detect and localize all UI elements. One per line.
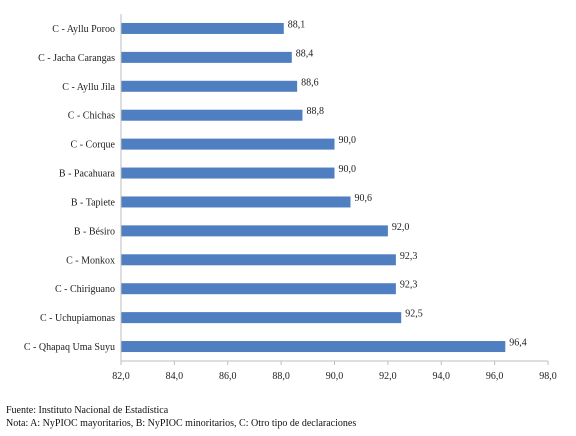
x-tick-label: 96,0 [486, 371, 504, 382]
x-tick-label: 98,0 [539, 371, 557, 382]
category-label: B - Tapiete [71, 197, 116, 208]
value-label: 90,0 [339, 164, 357, 175]
bar [121, 138, 335, 150]
x-tick-label: 86,0 [219, 371, 237, 382]
category-label: C - Jacha Carangas [38, 53, 115, 64]
value-label: 90,0 [339, 135, 357, 146]
bar-group [121, 22, 506, 353]
category-label: C - Uchupiamonas [40, 313, 115, 324]
x-tick-label: 88,0 [272, 371, 290, 382]
category-label: C - Qhapaq Uma Suyu [24, 342, 115, 353]
bar [121, 341, 506, 353]
value-label: 92,3 [400, 280, 418, 291]
category-label: C - Monkox [66, 255, 115, 266]
value-label: 92,0 [392, 222, 410, 233]
category-label: C - Ayllu Poroo [52, 24, 115, 35]
source-note: Fuente: Instituto Nacional de Estadístic… [6, 405, 169, 416]
value-label: 92,5 [405, 309, 423, 320]
bar [121, 167, 335, 179]
bar [121, 22, 284, 34]
value-label: 92,3 [400, 251, 418, 262]
category-label: C - Corque [71, 140, 116, 151]
x-tick-label: 84,0 [166, 371, 184, 382]
bar [121, 196, 351, 208]
x-tick-label: 82,0 [112, 371, 130, 382]
x-tick-label: 92,0 [379, 371, 397, 382]
bar [121, 51, 292, 63]
bar [121, 312, 402, 324]
chart-footnotes: Fuente: Instituto Nacional de Estadístic… [6, 404, 356, 430]
x-tick-label: 90,0 [326, 371, 344, 382]
bar-chart: C - Ayllu Poroo C - Jacha Carangas C - Ayl… [24, 14, 557, 382]
value-label: 88,4 [296, 48, 314, 59]
category-label: C - Chichas [68, 111, 115, 122]
legend-note: Nota: A: NyPIOC mayoritarios, B: NyPIOC … [6, 418, 357, 429]
bar [121, 254, 396, 266]
category-label: B - Bésiro [74, 226, 115, 237]
bar [121, 283, 396, 295]
value-label: 88,6 [301, 77, 319, 88]
value-label-group: 88,1 88,4 88,6 88,8 90,0 90,0 90,6 92,0 92,3 92,3… [288, 19, 527, 348]
value-label: 88,8 [306, 106, 324, 117]
value-label: 90,6 [355, 193, 373, 204]
bar [121, 80, 298, 92]
x-tick-label: 94,0 [433, 371, 451, 382]
category-label: B - Pacahuara [59, 169, 116, 180]
category-label-group: C - Ayllu Poroo C - Jacha Carangas C - Ayl… [24, 24, 116, 353]
bar [121, 225, 388, 237]
value-label: 88,1 [288, 19, 306, 30]
x-tick-group: 82,0 84,0 86,0 88,0 90,0 92,0 94,0 96,0 98,0 [112, 361, 557, 382]
category-label: C - Ayllu Jila [62, 82, 115, 93]
category-label: C - Chiriguano [55, 284, 115, 295]
value-label: 96,4 [509, 338, 527, 349]
bar [121, 109, 303, 121]
